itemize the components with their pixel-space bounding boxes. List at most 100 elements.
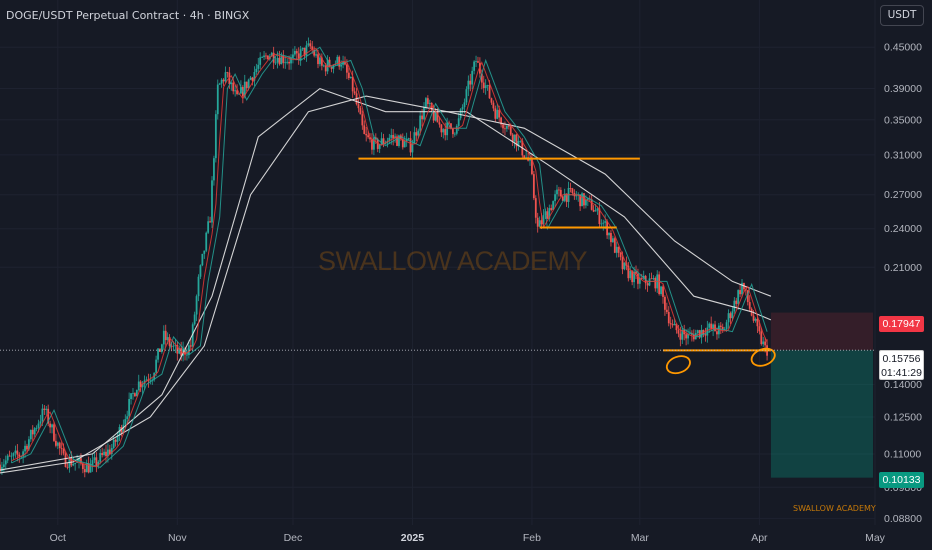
candle-body bbox=[160, 344, 163, 353]
candle-body bbox=[251, 77, 254, 81]
candle-body bbox=[552, 201, 555, 210]
candle-body bbox=[602, 222, 605, 224]
candle-body bbox=[24, 445, 26, 452]
candle-body bbox=[278, 57, 281, 65]
candle-body bbox=[733, 300, 736, 312]
time-tick-label: Nov bbox=[168, 532, 187, 544]
candle-body bbox=[47, 408, 50, 424]
candle-body bbox=[411, 143, 414, 153]
candle-body bbox=[658, 274, 661, 295]
candle-body bbox=[340, 64, 343, 67]
candle-body bbox=[4, 460, 7, 465]
candle-body bbox=[600, 223, 603, 225]
candle-body bbox=[60, 448, 63, 449]
candle-body bbox=[326, 59, 329, 72]
candle-body bbox=[621, 257, 624, 270]
candle-body bbox=[66, 466, 69, 468]
candle-body bbox=[97, 461, 100, 466]
candle-body bbox=[523, 155, 526, 159]
candle-body bbox=[1, 467, 3, 472]
candle-body bbox=[448, 122, 450, 124]
candle-body bbox=[363, 125, 366, 135]
moving-averages bbox=[0, 46, 772, 474]
candle-body bbox=[556, 189, 558, 195]
candle-body bbox=[700, 329, 703, 338]
candle-body bbox=[586, 198, 589, 200]
candle-body bbox=[16, 450, 19, 455]
candle-body bbox=[261, 57, 264, 58]
candle-body bbox=[361, 114, 364, 126]
candle-body bbox=[515, 134, 518, 147]
time-tick-label: Oct bbox=[50, 532, 66, 544]
candle-body bbox=[58, 442, 61, 449]
candle-body bbox=[513, 134, 516, 142]
ema-red-line bbox=[11, 48, 768, 468]
price-tick-label: 0.35000 bbox=[884, 114, 922, 126]
ema-green-line bbox=[11, 46, 768, 468]
candle-body bbox=[83, 469, 86, 473]
candle-body bbox=[667, 311, 670, 324]
candle-body bbox=[249, 77, 252, 80]
candle-body bbox=[426, 98, 429, 104]
candle-body bbox=[145, 379, 148, 381]
candle-body bbox=[611, 238, 614, 243]
candle-body bbox=[665, 309, 668, 312]
candle-body bbox=[49, 423, 52, 428]
price-tick-label: 0.39000 bbox=[884, 83, 922, 95]
candle-body bbox=[542, 215, 545, 225]
candle-body bbox=[617, 246, 620, 253]
currency-button[interactable]: USDT bbox=[880, 5, 924, 26]
candle-body bbox=[571, 188, 574, 193]
candle-body bbox=[440, 124, 443, 133]
current-price-tag: 0.15756 01:41:29 bbox=[879, 350, 924, 380]
candle-body bbox=[172, 345, 175, 347]
candle-body bbox=[369, 137, 371, 140]
candle-body bbox=[320, 57, 323, 66]
candle-body bbox=[619, 252, 622, 258]
candle-body bbox=[101, 453, 104, 456]
candle-body bbox=[259, 57, 262, 65]
candle-body bbox=[114, 439, 117, 442]
price-axis: 0.45000 0.39000 0.35000 0.31000 0.27000 0.240… bbox=[884, 42, 922, 525]
candle-body bbox=[280, 55, 283, 65]
candle-body bbox=[710, 323, 713, 329]
candle-body bbox=[274, 62, 277, 64]
candle-body bbox=[725, 322, 728, 330]
candle-body bbox=[463, 102, 466, 108]
candle-body bbox=[444, 129, 447, 136]
candle-body bbox=[461, 107, 464, 110]
candle-body bbox=[12, 453, 15, 456]
candle-body bbox=[351, 76, 354, 92]
candle-body bbox=[72, 463, 75, 466]
candle-body bbox=[425, 98, 427, 108]
candle-body bbox=[398, 135, 400, 146]
candle-body bbox=[650, 278, 653, 280]
candle-body bbox=[452, 128, 454, 135]
candle-body bbox=[434, 111, 437, 121]
candle-body bbox=[677, 330, 680, 334]
candle-body bbox=[213, 158, 215, 181]
candle-body bbox=[311, 46, 314, 51]
candle-body bbox=[367, 135, 370, 138]
candle-body bbox=[511, 134, 514, 142]
candle-body bbox=[635, 271, 637, 274]
candle-body bbox=[205, 232, 208, 251]
candle-body bbox=[266, 55, 269, 60]
candle-body bbox=[18, 454, 21, 457]
candle-body bbox=[238, 93, 240, 95]
candle-body bbox=[347, 72, 350, 79]
candle-body bbox=[540, 220, 543, 225]
candle-body bbox=[685, 334, 688, 339]
candle-body bbox=[132, 393, 134, 394]
candle-body bbox=[413, 132, 416, 144]
candle-body bbox=[224, 72, 227, 82]
candle-body bbox=[598, 208, 601, 224]
candle-body bbox=[365, 134, 368, 136]
support-levels bbox=[358, 157, 771, 352]
candle-body bbox=[35, 427, 38, 429]
candle-body bbox=[737, 290, 740, 304]
candle-body bbox=[62, 448, 65, 454]
candle-body bbox=[660, 286, 662, 295]
time-tick-label: May bbox=[865, 532, 886, 544]
candle-body bbox=[162, 330, 165, 345]
